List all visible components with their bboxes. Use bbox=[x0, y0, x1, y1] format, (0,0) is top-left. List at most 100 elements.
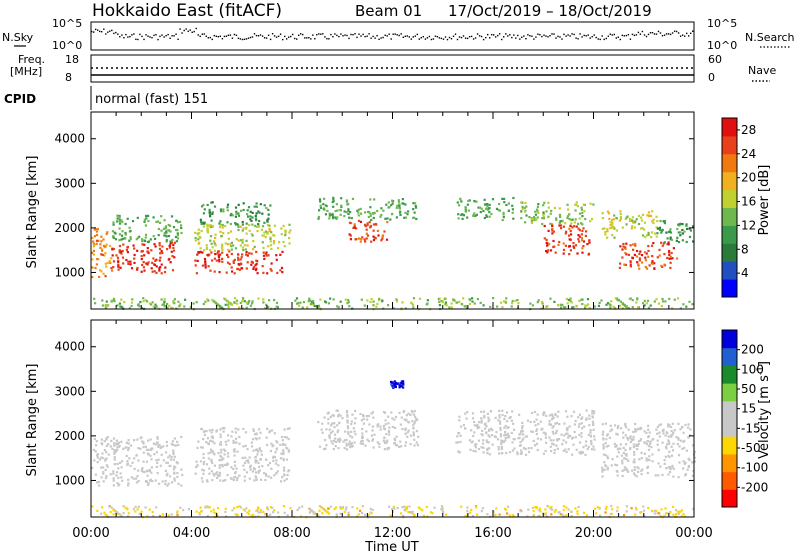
heatmap-cell bbox=[668, 450, 671, 453]
heatmap-cell bbox=[114, 238, 117, 241]
heatmap-cell bbox=[544, 513, 547, 516]
heatmap-cell bbox=[105, 464, 108, 467]
heatmap-cell bbox=[242, 208, 245, 212]
heatmap-cell bbox=[243, 509, 246, 512]
heatmap-cell bbox=[387, 304, 390, 307]
heatmap-cell bbox=[591, 420, 594, 423]
heatmap-cell bbox=[283, 245, 286, 248]
heatmap-cell bbox=[668, 442, 671, 445]
heatmap-cell bbox=[552, 417, 555, 420]
heatmap-cell bbox=[235, 299, 239, 302]
heatmap-cell bbox=[266, 220, 269, 223]
heatmap-cell bbox=[551, 413, 554, 416]
heatmap-cell bbox=[549, 439, 552, 442]
heatmap-cell bbox=[380, 207, 383, 210]
heatmap-cell bbox=[110, 267, 113, 270]
heatmap-cell bbox=[498, 414, 501, 417]
heatmap-cell bbox=[182, 509, 185, 512]
heatmap-cell bbox=[99, 246, 102, 249]
heatmap-cell bbox=[536, 210, 539, 213]
heatmap-cell bbox=[624, 448, 627, 452]
heatmap-cell bbox=[684, 473, 687, 476]
heatmap-cell bbox=[255, 259, 258, 262]
heatmap-cell bbox=[566, 415, 569, 418]
heatmap-cell bbox=[147, 240, 151, 243]
heatmap-cell bbox=[220, 448, 223, 451]
heatmap-cell bbox=[539, 438, 543, 441]
heatmap-cell bbox=[533, 444, 537, 447]
heatmap-cell bbox=[411, 302, 414, 305]
heatmap-cell bbox=[110, 257, 113, 260]
heatmap-cell bbox=[359, 412, 362, 416]
nsky-point bbox=[601, 35, 603, 37]
heatmap-cell bbox=[473, 212, 476, 215]
heatmap-cell bbox=[399, 512, 403, 515]
heatmap-cell bbox=[593, 507, 596, 510]
heatmap-cell bbox=[670, 454, 674, 457]
heatmap-cell bbox=[226, 221, 229, 224]
heatmap-cell bbox=[111, 248, 114, 251]
heatmap-cell bbox=[469, 448, 472, 451]
nsky-point bbox=[661, 35, 664, 37]
nsky-point bbox=[400, 33, 402, 35]
heatmap-cell bbox=[137, 303, 140, 306]
heatmap-cell bbox=[621, 462, 624, 465]
heatmap-cell bbox=[162, 445, 165, 448]
heatmap-cell bbox=[331, 414, 334, 417]
heatmap-cell bbox=[602, 430, 605, 433]
heatmap-cell bbox=[406, 213, 409, 216]
heatmap-cell bbox=[226, 243, 229, 246]
heatmap-cell bbox=[330, 440, 333, 443]
nsky-point bbox=[507, 35, 509, 37]
heatmap-cell bbox=[153, 306, 157, 309]
heatmap-cell bbox=[152, 305, 155, 308]
x-tick-labels: 00:00 04:00 08:00 12:00 16:00 20:00 00:00 bbox=[72, 526, 712, 541]
heatmap-cell bbox=[156, 437, 159, 440]
heatmap-cell bbox=[256, 225, 259, 228]
heatmap-cell bbox=[606, 210, 610, 213]
heatmap-cell bbox=[372, 300, 375, 303]
heatmap-cell bbox=[211, 298, 214, 302]
heatmap-cell bbox=[254, 224, 257, 227]
heatmap-cell bbox=[677, 422, 680, 425]
heatmap-cell bbox=[242, 508, 245, 511]
heatmap-cell bbox=[473, 431, 476, 434]
nsky-point bbox=[515, 37, 517, 39]
heatmap-cell bbox=[685, 224, 688, 227]
heatmap-cell bbox=[401, 427, 404, 431]
nsky-point bbox=[625, 34, 628, 37]
heatmap-cell bbox=[240, 239, 243, 242]
heatmap-cell bbox=[672, 505, 675, 508]
colorbar-swatch bbox=[722, 436, 737, 455]
heatmap-cell bbox=[646, 214, 649, 217]
nsky-point bbox=[444, 36, 447, 38]
heatmap-cell bbox=[588, 239, 591, 243]
heatmap-cell bbox=[282, 505, 285, 508]
heatmap-cell bbox=[233, 297, 237, 300]
heatmap-cell bbox=[252, 449, 255, 452]
heatmap-cell bbox=[400, 445, 403, 448]
power-heatmap bbox=[91, 196, 695, 311]
heatmap-cell bbox=[91, 251, 94, 254]
nsky-point bbox=[358, 33, 360, 35]
heatmap-cell bbox=[671, 422, 674, 425]
heatmap-cell bbox=[255, 438, 258, 441]
heatmap-cell bbox=[279, 443, 282, 446]
nsky-point bbox=[133, 33, 135, 35]
nsky-point bbox=[312, 34, 314, 36]
heatmap-cell bbox=[537, 299, 540, 302]
heatmap-cell bbox=[648, 458, 651, 461]
heatmap-cell bbox=[361, 442, 364, 445]
heatmap-cell bbox=[521, 421, 524, 424]
heatmap-cell bbox=[357, 214, 360, 217]
heatmap-cell bbox=[261, 212, 264, 215]
heatmap-cell bbox=[116, 462, 119, 466]
heatmap-cell bbox=[284, 234, 287, 237]
heatmap-cell bbox=[175, 240, 178, 243]
heatmap-cell bbox=[145, 217, 148, 220]
nsky-point bbox=[310, 38, 312, 40]
heatmap-cell bbox=[508, 451, 512, 454]
heatmap-cell bbox=[142, 442, 145, 445]
heatmap-cell bbox=[129, 238, 132, 241]
heatmap-cell bbox=[247, 206, 251, 209]
